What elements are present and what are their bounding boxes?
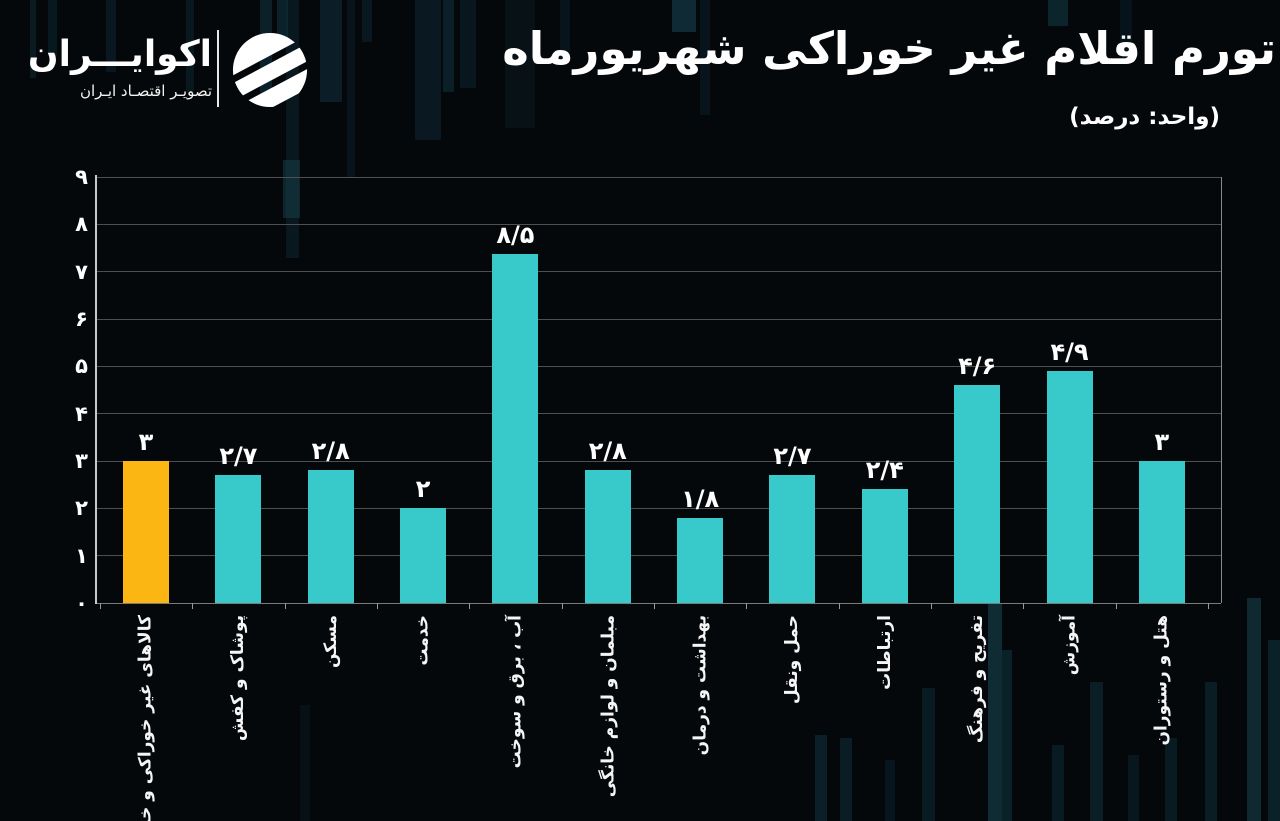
y-tick-label: ۹ xyxy=(75,165,88,190)
bar-value-label: ۴/۹ xyxy=(1050,338,1089,367)
x-tick xyxy=(838,603,840,609)
y-gridline xyxy=(96,413,1221,415)
y-tick-label: ۲ xyxy=(75,496,88,521)
plot-right-border xyxy=(1221,177,1222,603)
bar-value-label: ۲/۸ xyxy=(588,437,627,466)
y-gridline xyxy=(96,223,1221,225)
bar xyxy=(215,475,262,603)
bar xyxy=(400,508,447,603)
bar xyxy=(769,475,816,603)
bar-value-label: ۲/۴ xyxy=(865,456,904,485)
y-gridline xyxy=(96,318,1221,320)
x-tick xyxy=(746,603,748,609)
y-tick-label: ۴ xyxy=(75,401,88,426)
bar xyxy=(584,470,631,603)
y-gridline xyxy=(96,176,1221,178)
bar-value-label: ۴/۶ xyxy=(958,352,997,381)
x-tick xyxy=(1208,603,1210,609)
bar-value-label: ۲ xyxy=(415,475,431,504)
logo-wordmark: اکوایـــران xyxy=(27,34,212,75)
logo-tagline: تصویـر اقتصـاد ایـران xyxy=(79,82,212,100)
x-tick xyxy=(192,603,194,609)
y-gridline xyxy=(96,555,1221,557)
bar-value-label: ۳ xyxy=(138,428,154,456)
bar-value-label: ۸/۵ xyxy=(496,221,535,250)
logo-divider xyxy=(217,30,219,107)
page-title: تورم اقلام غیر خوراکی شهریورماه xyxy=(502,22,1276,75)
y-tick-label: ۱ xyxy=(75,543,88,568)
y-tick-label: ۵ xyxy=(75,354,88,379)
x-tick xyxy=(930,603,932,609)
bar-value-label: ۱/۸ xyxy=(681,484,720,513)
bar-value-label: ۲/۸ xyxy=(311,437,350,466)
bar-value-label: ۳ xyxy=(1154,428,1170,456)
x-tick xyxy=(561,603,563,609)
bar xyxy=(1138,461,1185,603)
x-tick xyxy=(99,603,101,609)
x-tick xyxy=(1023,603,1025,609)
bar-value-label: ۲/۷ xyxy=(219,442,258,471)
y-gridline xyxy=(96,602,1221,604)
y-gridline xyxy=(96,507,1221,509)
y-tick-label: ۰ xyxy=(75,591,88,615)
bar xyxy=(677,517,724,603)
ecoiran-logo-icon xyxy=(232,32,308,108)
bar xyxy=(492,254,539,603)
bar xyxy=(861,489,908,603)
x-tick xyxy=(653,603,655,609)
y-tick-label: ۶ xyxy=(75,307,88,332)
bar-value-label: ۲/۷ xyxy=(773,442,812,471)
y-axis-line xyxy=(95,175,97,604)
x-tick xyxy=(376,603,378,609)
unit-note: (واحد: درصد) xyxy=(1069,104,1220,130)
y-tick-label: ۷ xyxy=(75,259,88,284)
y-gridline xyxy=(96,271,1221,273)
y-tick-label: ۳ xyxy=(75,449,88,473)
bar xyxy=(123,461,169,603)
x-tick xyxy=(469,603,471,609)
y-tick-label: ۸ xyxy=(75,212,88,237)
bar xyxy=(307,470,354,603)
y-gridline xyxy=(96,365,1221,367)
x-tick xyxy=(1115,603,1117,609)
bar xyxy=(1046,371,1093,603)
x-tick xyxy=(284,603,286,609)
bar xyxy=(954,385,1001,603)
y-gridline xyxy=(96,460,1221,462)
